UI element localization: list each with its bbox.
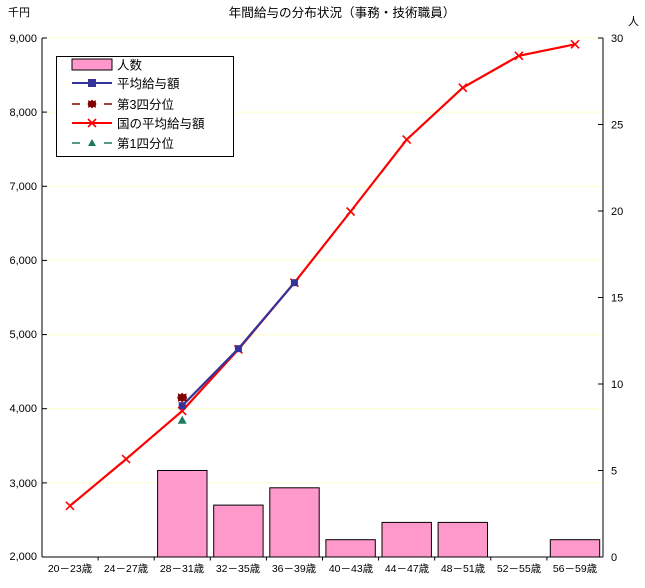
svg-text:25: 25 (611, 120, 623, 132)
svg-text:7,000: 7,000 (9, 181, 37, 193)
svg-text:56－59歳: 56－59歳 (553, 563, 598, 575)
svg-text:20: 20 (611, 206, 623, 218)
svg-text:5,000: 5,000 (9, 329, 37, 341)
svg-text:40－43歳: 40－43歳 (329, 563, 374, 575)
svg-text:15: 15 (611, 293, 623, 305)
svg-text:千円: 千円 (8, 6, 30, 19)
svg-text:30: 30 (611, 33, 623, 45)
svg-text:第1四分位: 第1四分位 (117, 136, 174, 151)
svg-text:10: 10 (611, 379, 623, 391)
svg-text:24－27歳: 24－27歳 (104, 563, 149, 575)
svg-text:2,000: 2,000 (9, 551, 37, 563)
svg-text:4,000: 4,000 (9, 403, 37, 415)
svg-text:5: 5 (611, 466, 617, 478)
svg-text:平均給与額: 平均給与額 (117, 77, 180, 91)
svg-text:48－51歳: 48－51歳 (441, 563, 486, 575)
svg-text:人数: 人数 (117, 58, 143, 73)
svg-text:国の平均給与額: 国の平均給与額 (117, 117, 205, 131)
svg-text:3,000: 3,000 (9, 478, 37, 490)
svg-text:年間給与の分布状況（事務・技術職員）: 年間給与の分布状況（事務・技術職員） (229, 6, 456, 20)
svg-text:36－39歳: 36－39歳 (272, 563, 317, 575)
svg-text:28－31歳: 28－31歳 (160, 563, 205, 575)
svg-text:52－55歳: 52－55歳 (497, 563, 542, 575)
svg-text:44－47歳: 44－47歳 (385, 563, 430, 575)
svg-text:32－35歳: 32－35歳 (216, 563, 261, 575)
svg-text:第3四分位: 第3四分位 (117, 97, 174, 112)
svg-text:6,000: 6,000 (9, 255, 37, 267)
svg-text:9,000: 9,000 (9, 33, 37, 45)
svg-text:0: 0 (611, 552, 617, 564)
svg-text:8,000: 8,000 (9, 107, 37, 119)
svg-text:20－23歳: 20－23歳 (48, 563, 93, 575)
svg-text:人: 人 (628, 15, 639, 28)
